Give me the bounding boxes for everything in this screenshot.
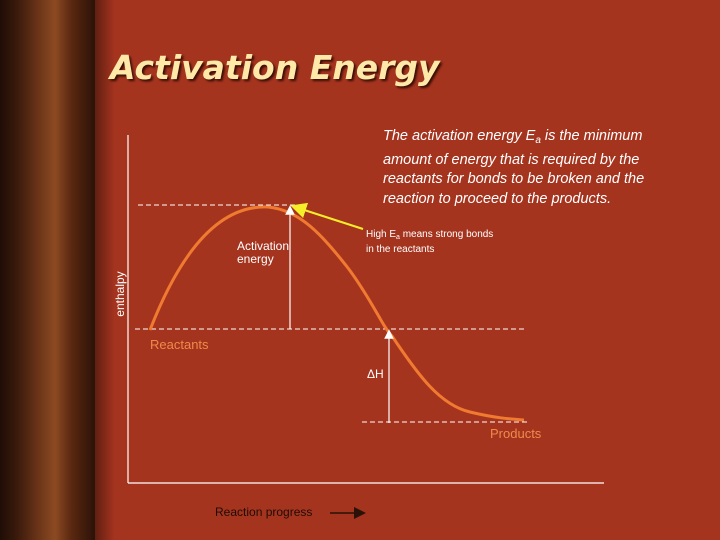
- definition-text-start: The activation energy E: [383, 128, 536, 144]
- reactants-label: Reactants: [150, 337, 209, 352]
- high-ea-subscript: a: [396, 234, 400, 241]
- definition-subscript: a: [535, 135, 541, 146]
- high-ea-text-end: means strong bonds in the reactants: [366, 229, 494, 255]
- activation-energy-label: Activation energy: [237, 239, 290, 266]
- decorative-glass-strip: [0, 0, 115, 540]
- y-axis-label: enthalpy: [113, 271, 127, 317]
- activation-energy-definition: The activation energy Ea is the minimum …: [383, 127, 683, 209]
- high-ea-note: High Ea means strong bonds in the reacta…: [366, 229, 496, 256]
- x-axis-label: Reaction progress: [215, 505, 313, 519]
- definition-text-end: is the minimum amount of energy that is …: [383, 128, 645, 207]
- high-ea-text-start: High E: [366, 229, 397, 240]
- page-title: Activation Energy: [110, 48, 440, 87]
- products-label: Products: [490, 426, 542, 441]
- pointer-arrow: [290, 202, 364, 230]
- delta-h-label: ΔH: [367, 367, 384, 381]
- energy-curve: [148, 205, 525, 422]
